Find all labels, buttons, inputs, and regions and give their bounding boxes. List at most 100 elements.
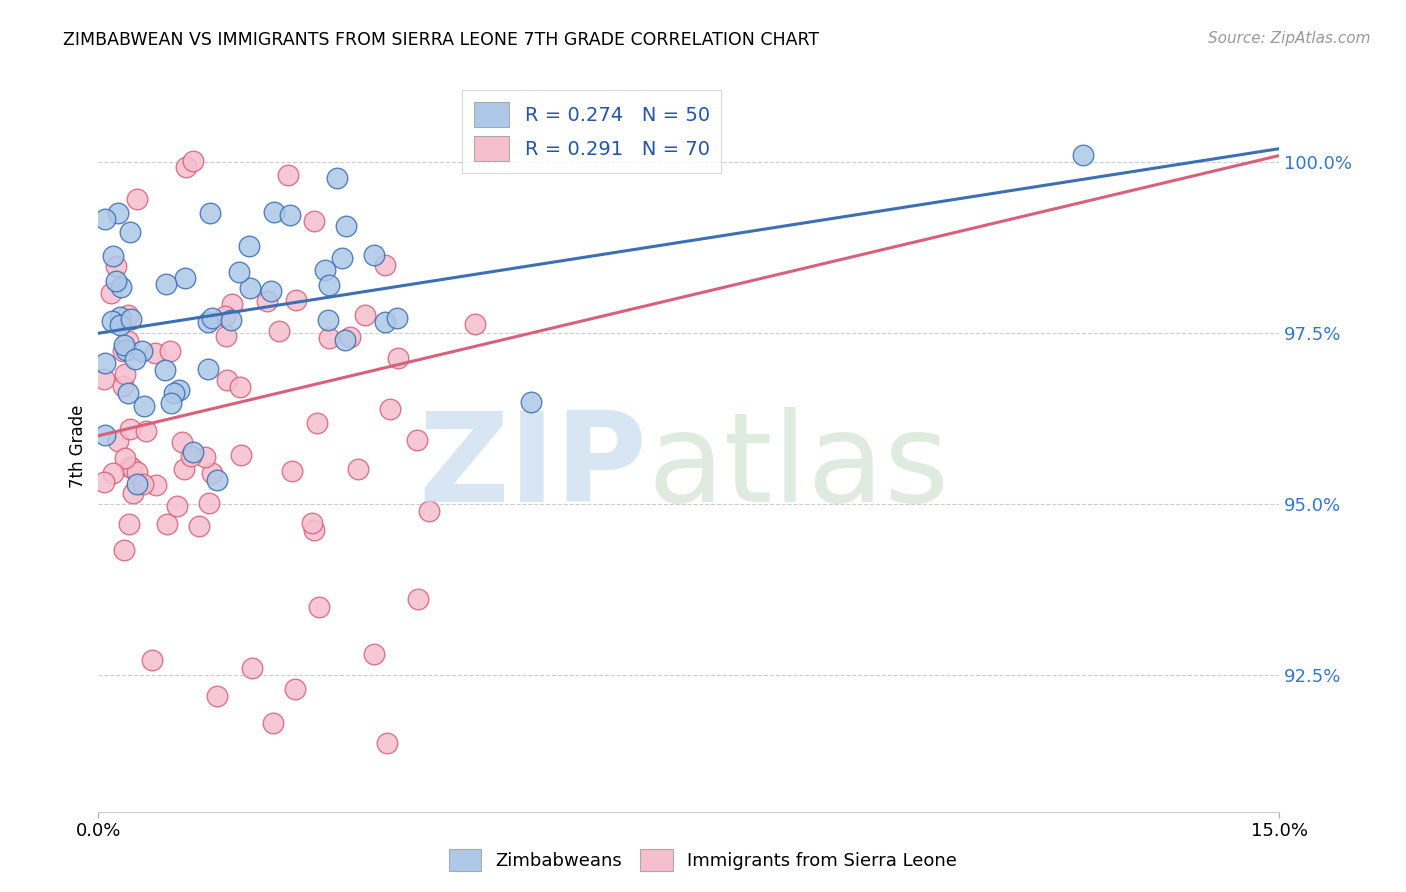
Point <box>160 396 183 410</box>
Point <box>239 281 262 295</box>
Point <box>339 330 361 344</box>
Point <box>101 314 124 328</box>
Point <box>118 225 141 239</box>
Point <box>180 449 202 463</box>
Point <box>156 517 179 532</box>
Point <box>125 192 148 206</box>
Point <box>240 661 263 675</box>
Point <box>93 475 115 489</box>
Point <box>205 689 228 703</box>
Point <box>93 372 115 386</box>
Point <box>301 516 323 530</box>
Point <box>256 294 278 309</box>
Point <box>114 450 136 465</box>
Point <box>125 465 148 479</box>
Point <box>143 346 166 360</box>
Text: ZIMBABWEAN VS IMMIGRANTS FROM SIERRA LEONE 7TH GRADE CORRELATION CHART: ZIMBABWEAN VS IMMIGRANTS FROM SIERRA LEO… <box>63 31 820 49</box>
Point <box>100 285 122 300</box>
Point <box>104 259 127 273</box>
Point <box>108 318 131 333</box>
Point <box>281 464 304 478</box>
Point <box>314 262 336 277</box>
Point <box>464 317 486 331</box>
Point <box>307 416 329 430</box>
Point <box>107 434 129 448</box>
Point <box>405 434 427 448</box>
Point <box>308 600 330 615</box>
Point <box>187 519 209 533</box>
Point <box>181 153 204 168</box>
Point <box>197 315 219 329</box>
Point <box>115 343 138 357</box>
Point <box>277 169 299 183</box>
Point <box>201 467 224 481</box>
Point <box>197 496 219 510</box>
Point <box>93 427 115 442</box>
Point <box>363 648 385 662</box>
Point <box>318 331 340 345</box>
Point <box>135 425 157 439</box>
Point <box>374 315 396 329</box>
Point <box>111 344 134 359</box>
Point <box>120 312 142 326</box>
Point <box>181 445 204 459</box>
Point <box>520 394 543 409</box>
Point <box>167 383 190 397</box>
Point <box>118 421 141 435</box>
Point <box>406 592 429 607</box>
Point <box>229 448 252 462</box>
Point <box>112 543 135 558</box>
Point <box>380 402 402 417</box>
Text: Source: ZipAtlas.com: Source: ZipAtlas.com <box>1208 31 1371 46</box>
Point <box>374 259 396 273</box>
Point <box>104 274 127 288</box>
Point <box>347 461 370 475</box>
Point <box>278 208 301 222</box>
Point <box>260 284 283 298</box>
Point <box>117 334 139 349</box>
Point <box>262 715 284 730</box>
Point <box>163 385 186 400</box>
Point <box>318 313 340 327</box>
Point <box>112 338 135 352</box>
Point <box>101 467 124 481</box>
Point <box>124 352 146 367</box>
Point <box>263 204 285 219</box>
Point <box>117 385 139 400</box>
Point <box>326 171 349 186</box>
Point <box>125 476 148 491</box>
Point <box>107 206 129 220</box>
Point <box>302 214 325 228</box>
Point <box>194 450 217 464</box>
Point <box>228 265 250 279</box>
Point <box>330 251 353 265</box>
Text: ZIP: ZIP <box>419 408 648 528</box>
Point <box>117 308 139 322</box>
Point <box>318 277 340 292</box>
Point <box>269 324 291 338</box>
Point <box>118 460 141 475</box>
Point <box>221 312 243 326</box>
Point <box>1071 148 1094 162</box>
Point <box>110 280 132 294</box>
Point <box>94 356 117 370</box>
Point <box>284 681 307 696</box>
Point <box>387 351 409 365</box>
Point <box>108 310 131 324</box>
Point <box>101 249 124 263</box>
Point <box>302 524 325 538</box>
Point <box>215 329 238 343</box>
Point <box>111 378 134 392</box>
Point <box>215 373 238 387</box>
Point <box>214 309 236 323</box>
Y-axis label: 7th Grade: 7th Grade <box>69 404 87 488</box>
Point <box>155 277 177 291</box>
Point <box>333 333 356 347</box>
Point <box>201 311 224 326</box>
Point <box>131 343 153 358</box>
Point <box>238 238 260 252</box>
Point <box>170 434 193 449</box>
Point <box>207 474 229 488</box>
Point <box>363 248 385 262</box>
Text: atlas: atlas <box>648 408 949 528</box>
